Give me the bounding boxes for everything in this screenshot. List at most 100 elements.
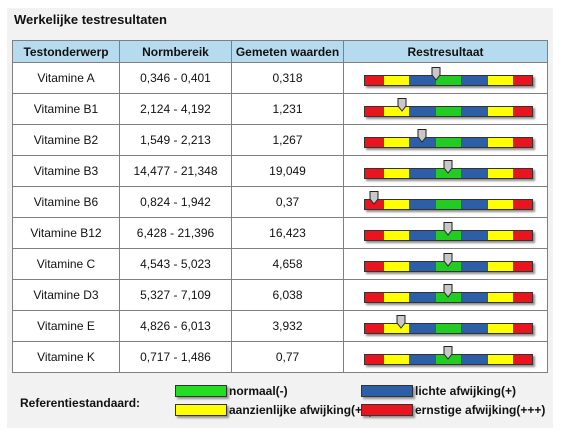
subject-cell: Vitamine B3 [12,155,120,187]
range-cell: 0,824 - 1,942 [119,186,232,218]
measured-cell: 3,932 [231,310,344,342]
range-cell: 0,717 - 1,486 [119,341,232,373]
scale-segment [488,107,515,116]
scale-segment [462,231,489,240]
scale-segment [365,262,384,271]
measured-cell: 4,658 [231,248,344,280]
scale-segment [383,169,410,178]
scale-segment [514,293,532,302]
result-marker-icon [396,315,406,329]
measured-cell: 0,77 [231,341,344,373]
measured-cell: 0,37 [231,186,344,218]
table-row: Vitamine B2 1,549 - 2,213 1,267 [12,124,548,156]
scale-segment [462,107,489,116]
scale-segment [462,262,489,271]
scale-segment [365,138,384,147]
scale-segment [409,262,436,271]
page-title: Werkelijke testresultaten [14,12,167,27]
result-scale-bar [364,292,533,303]
scale-segment [365,200,384,209]
scale-segment [514,169,532,178]
scale-segment [409,107,436,116]
results-table: Testonderwerp Normbereik Gemeten waarden… [12,40,548,373]
result-marker-icon [443,346,452,360]
result-marker-icon [431,67,441,81]
result-cell [343,62,548,94]
table-row: Vitamine K 0,717 - 1,486 0,77 [12,341,548,373]
table-row: Vitamine E 4,826 - 6,013 3,932 [12,310,548,342]
scale-segment [435,138,463,147]
scale-segment [488,262,515,271]
range-cell: 0,346 - 0,401 [119,62,232,94]
subject-cell: Vitamine E [12,310,120,342]
scale-segment [435,293,463,302]
scale-segment [488,293,515,302]
legend-label-considerable: aanzienlijke afwijking(++) [229,403,374,417]
scale-segment [462,138,489,147]
scale-segment [365,324,384,333]
scale-segment [514,231,532,240]
scale-segment [462,324,489,333]
range-cell: 2,124 - 4,192 [119,93,232,125]
scale-segment [409,169,436,178]
legend-swatch-light [361,385,413,397]
scale-segment [383,355,410,364]
result-scale-bar [364,137,533,148]
table-row: Vitamine A 0,346 - 0,401 0,318 [12,62,548,94]
scale-segment [488,355,515,364]
scale-segment [365,76,384,85]
scale-segment [383,107,410,116]
scale-segment [383,293,410,302]
scale-segment [514,107,532,116]
scale-segment [514,200,532,209]
scale-segment [365,355,384,364]
result-cell [343,124,548,156]
measured-cell: 1,267 [231,124,344,156]
scale-segment [435,169,463,178]
scale-segment [435,200,463,209]
scale-segment [409,355,436,364]
range-cell: 6,428 - 21,396 [119,217,232,249]
range-cell: 14,477 - 21,348 [119,155,232,187]
result-marker-icon [443,284,452,298]
scale-segment [383,231,410,240]
legend-label-light: lichte afwijking(+) [415,384,517,398]
table-row: Vitamine D3 5,327 - 7,109 6,038 [12,279,548,311]
scale-segment [409,293,436,302]
legend-swatch-normal [175,385,227,397]
result-cell [343,341,548,373]
result-scale-bar [364,75,533,86]
measured-cell: 1,231 [231,93,344,125]
subject-cell: Vitamine A [12,62,120,94]
scale-segment [514,355,532,364]
scale-segment [435,231,463,240]
scale-segment [514,138,532,147]
table-row: Vitamine B6 0,824 - 1,942 0,37 [12,186,548,218]
result-cell [343,217,548,249]
scale-segment [409,200,436,209]
range-cell: 4,826 - 6,013 [119,310,232,342]
range-cell: 5,327 - 7,109 [119,279,232,311]
scale-segment [435,355,463,364]
scale-segment [383,324,410,333]
scale-segment [409,324,436,333]
header-measured: Gemeten waarden [231,40,344,63]
scale-segment [365,169,384,178]
result-scale-bar [364,199,533,210]
result-scale-bar [364,323,533,334]
legend-item-considerable: aanzienlijke afwijking(++) [175,403,373,417]
scale-segment [365,231,384,240]
legend-item-severe: ernstige afwijking(+++) [361,403,545,417]
header-range: Normbereik [119,40,232,63]
scale-segment [488,76,515,85]
scale-segment [383,262,410,271]
table-row: Vitamine B1 2,124 - 4,192 1,231 [12,93,548,125]
header-subject: Testonderwerp [12,40,120,63]
measured-cell: 6,038 [231,279,344,311]
range-cell: 4,543 - 5,023 [119,248,232,280]
scale-segment [435,76,463,85]
subject-cell: Vitamine D3 [12,279,120,311]
legend-swatch-considerable [175,404,227,416]
measured-cell: 19,049 [231,155,344,187]
